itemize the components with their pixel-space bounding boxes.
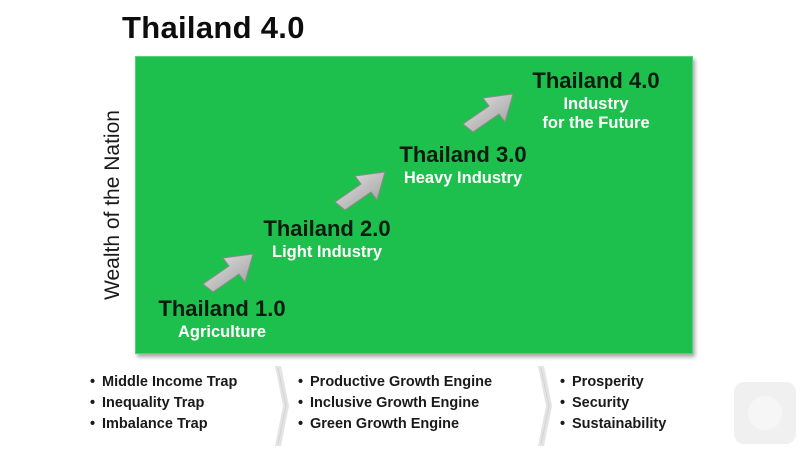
bullet-icon: • [90, 395, 96, 411]
circle-icon [748, 396, 782, 430]
list-item: • Inclusive Growth Engine [298, 393, 492, 414]
list-item: • Middle Income Trap [90, 372, 237, 393]
stage-4-desc-line1: Industry [563, 95, 629, 114]
list-item-text: Middle Income Trap [102, 374, 238, 390]
progression-panel: Thailand 1.0 Agriculture Thailand 2.0 Li… [135, 56, 693, 354]
column-engines: • Productive Growth Engine • Inclusive Gro… [298, 372, 492, 435]
stage-2-desc: Light Industry [272, 243, 382, 262]
stage-2: Thailand 2.0 Light Industry [239, 216, 415, 262]
arrow-shape-2 [334, 171, 386, 211]
list-item: • Productive Growth Engine [298, 372, 492, 393]
list-item: • Imbalance Trap [90, 414, 237, 435]
stage-1: Thailand 1.0 Agriculture [139, 296, 305, 342]
bullet-icon: • [298, 374, 304, 390]
bullet-icon: • [298, 416, 304, 432]
list-item: • Sustainability [560, 414, 666, 435]
y-axis-label: Wealth of the Nation [101, 110, 124, 300]
arrow-shape-3 [462, 93, 514, 133]
chevron-right-icon [275, 366, 289, 446]
stage-3-desc: Heavy Industry [403, 169, 523, 188]
list-item-text: Inclusive Growth Engine [310, 395, 480, 411]
up-right-arrow-icon [331, 164, 389, 212]
up-right-arrow-icon [459, 86, 517, 134]
bullet-icon: • [560, 416, 566, 432]
list-item-text: Prosperity [572, 374, 644, 390]
column-traps: • Middle Income Trap • Inequality Trap • Im… [90, 372, 237, 435]
list-item-text: Sustainability [572, 416, 667, 432]
bullet-icon: • [298, 395, 304, 411]
list-item-text: Inequality Trap [102, 395, 205, 411]
stage-3: Thailand 3.0 Heavy Industry [373, 142, 553, 188]
list-item: • Prosperity [560, 372, 666, 393]
stage-2-name: Thailand 2.0 [263, 216, 391, 241]
stage-4-name: Thailand 4.0 [532, 68, 660, 93]
bullet-icon: • [560, 395, 566, 411]
up-right-arrow-icon [199, 246, 257, 294]
stage-4-desc-line2: for the Future [542, 114, 650, 133]
bullet-icon: • [90, 374, 96, 390]
overlay-button[interactable] [734, 382, 796, 444]
stage-1-name: Thailand 1.0 [158, 296, 286, 321]
list-item: • Inequality Trap [90, 393, 237, 414]
bullet-icon: • [560, 374, 566, 390]
list-item-text: Productive Growth Engine [310, 374, 493, 390]
stage-1-desc: Agriculture [177, 323, 266, 342]
list-item-text: Security [572, 395, 630, 411]
list-item: • Security [560, 393, 666, 414]
chevron-right-icon [538, 366, 552, 446]
list-item-text: Imbalance Trap [102, 416, 208, 432]
bottom-summary: • Middle Income Trap • Inequality Trap • Im… [0, 362, 800, 450]
list-item: • Green Growth Engine [298, 414, 492, 435]
list-item-text: Green Growth Engine [310, 416, 460, 432]
stage-3-name: Thailand 3.0 [399, 142, 527, 167]
column-outcomes: • Prosperity • Security • Sustainability [560, 372, 666, 435]
page-title: Thailand 4.0 [122, 10, 305, 45]
stage-4: Thailand 4.0 Industry for the Future [507, 68, 685, 133]
arrow-shape-1 [202, 253, 254, 293]
bullet-icon: • [90, 416, 96, 432]
